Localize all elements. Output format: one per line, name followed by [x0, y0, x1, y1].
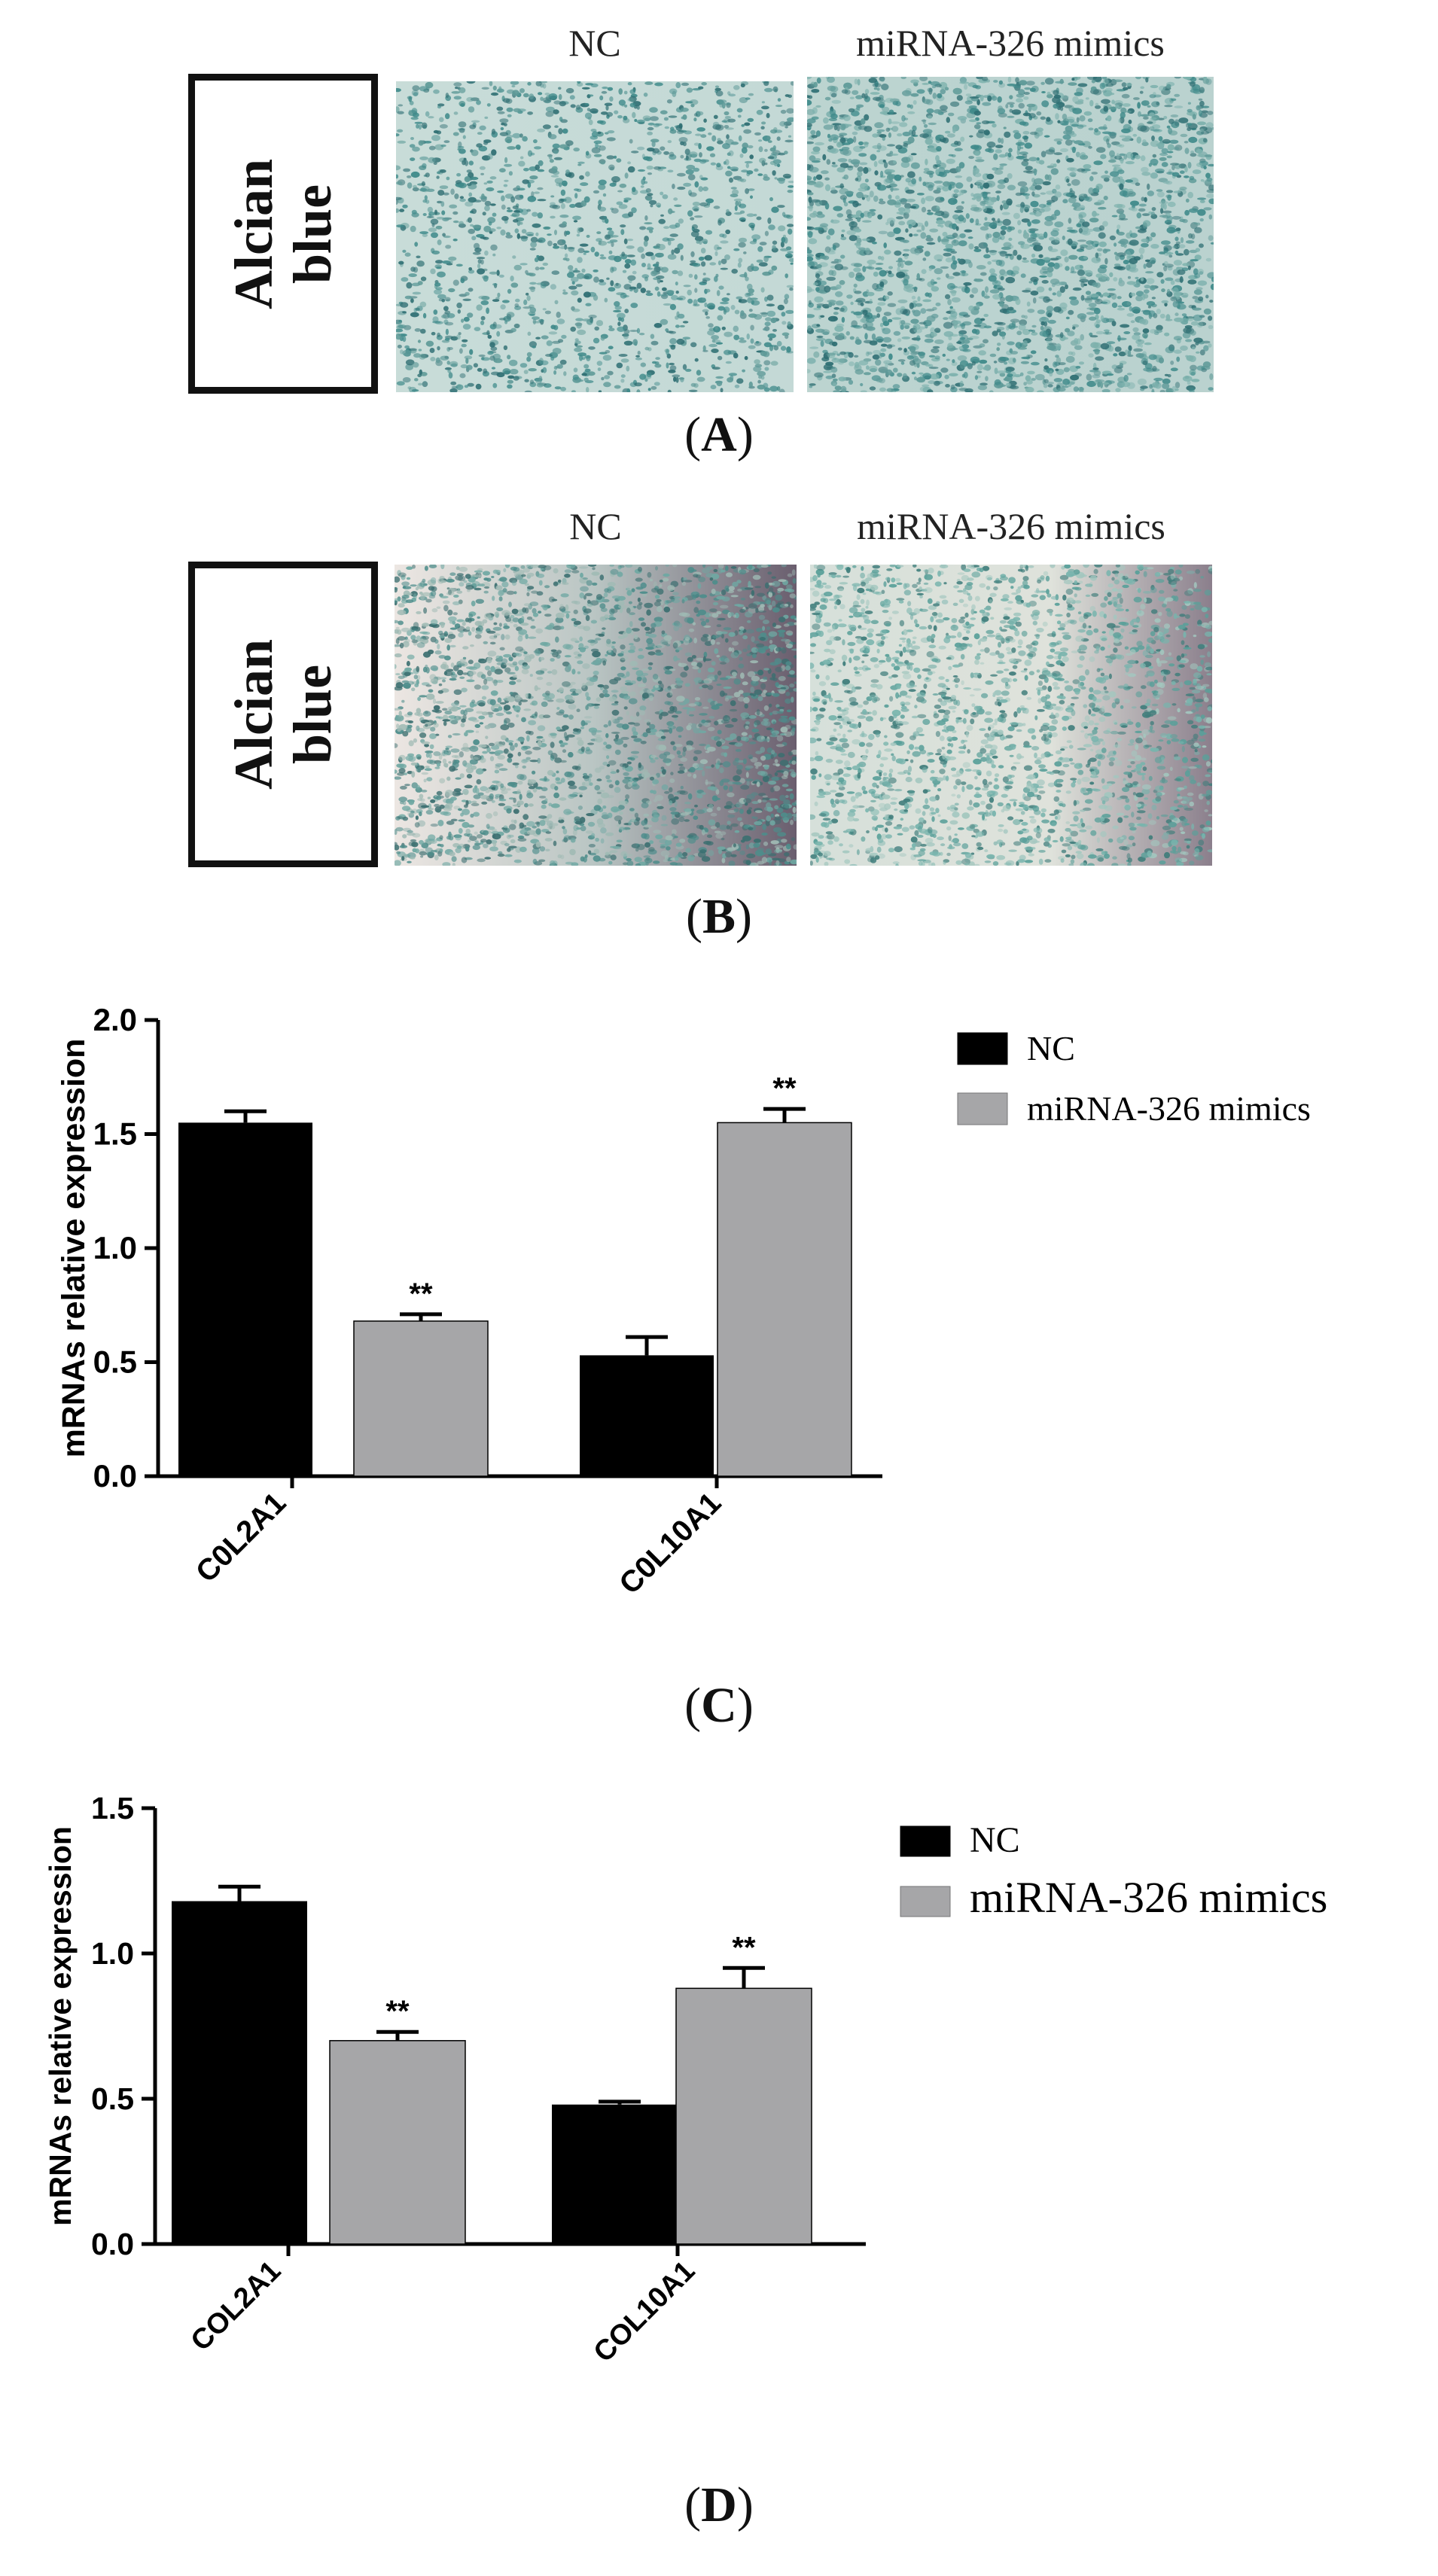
- chart-d-category-label-1: COL10A1: [588, 2255, 702, 2369]
- panel-d-chart: mRNAs relative expression 0.0 0.5 1.0 1.5 ** C…: [0, 1784, 1438, 2462]
- chart-c-legend-swatch-nc: [957, 1032, 1008, 1065]
- chart-c-bar-nc-1: [580, 1355, 714, 1476]
- panel-b-label: (B): [686, 889, 752, 944]
- chart-c-legend-label-mimics: miRNA-326 mimics: [1027, 1089, 1311, 1128]
- chart-c-y-tick-label-3: 1.5: [93, 1116, 137, 1152]
- chart-d-y-tick-label-1: 0.5: [91, 2081, 134, 2116]
- panel-b-column-nc: NC: [569, 505, 622, 547]
- chart-c-legend-label-nc: NC: [1027, 1029, 1075, 1067]
- panel-b-micrograph-mimics: [810, 565, 1212, 866]
- panel-a-label: (A): [684, 407, 754, 462]
- chart-c-category-label-1: C0L10A1: [613, 1486, 727, 1600]
- chart-d-legend-label-nc: NC: [970, 1820, 1020, 1860]
- panel-b-micrograph-nc: [395, 565, 797, 866]
- chart-c-bar-mimics-1: [717, 1122, 852, 1477]
- chart-d-y-tick-label-0: 0.0: [91, 2227, 134, 2261]
- chart-d-y-axis-label: mRNAs relative expression: [43, 1826, 78, 2226]
- chart-d-bar-nc-1: [552, 2104, 687, 2244]
- chart-c-legend-swatch-mimics: [957, 1092, 1008, 1125]
- chart-c-y-tick-label-0: 0.0: [93, 1458, 137, 1494]
- panel-a-micrograph-mimics: [807, 77, 1214, 392]
- panel-d-chart-svg: mRNAs relative expression 0.0 0.5 1.0 1.5 ** C…: [43, 1791, 1327, 2369]
- panel-c-label: (C): [684, 1678, 754, 1733]
- chart-c-y-axis-label: mRNAs relative expression: [56, 1039, 92, 1458]
- chart-c-bar-mimics-0: [353, 1320, 489, 1477]
- chart-d-legend-label-mimics: miRNA-326 mimics: [970, 1873, 1327, 1922]
- chart-d-y-tick-label-2: 1.0: [91, 1936, 134, 1971]
- chart-c-sig-1-1: **: [772, 1072, 797, 1105]
- panel-d-label: (D): [684, 2477, 754, 2532]
- panel-a-stain-label: Alcian blue: [224, 158, 343, 309]
- chart-d-bar-mimics-0: [329, 2040, 466, 2245]
- panel-a-column-nc: NC: [568, 22, 621, 64]
- chart-d-bar-nc-0: [172, 1901, 307, 2244]
- chart-d-category-label-0: COL2A1: [185, 2255, 288, 2358]
- chart-c-y-tick-label-2: 1.0: [93, 1230, 137, 1265]
- panel-c-chart: mRNAs relative expression 0.0 0.5 1.0 1.5 2.0…: [0, 979, 1438, 1686]
- chart-c-bar-nc-0: [178, 1122, 312, 1476]
- chart-d-y-tick-label-3: 1.5: [91, 1791, 134, 1825]
- chart-d-sig-1-1: **: [732, 1931, 756, 1964]
- panel-b-column-mimics: miRNA-326 mimics: [857, 505, 1165, 547]
- chart-d-sig-1-0: **: [385, 1995, 410, 2028]
- chart-d-bar-mimics-1: [675, 1987, 812, 2245]
- chart-d-legend-swatch-mimics: [900, 1886, 951, 1917]
- panel-b-stain-label: Alcian blue: [224, 638, 343, 790]
- panel-a-column-mimics: miRNA-326 mimics: [856, 22, 1165, 64]
- panel-b-stain-label-box: Alcian blue: [188, 562, 378, 867]
- chart-d-legend-swatch-nc: [900, 1825, 951, 1857]
- chart-c-y-tick-label-4: 2.0: [93, 1002, 137, 1037]
- chart-c-category-label-0: C0L2A1: [190, 1486, 292, 1588]
- panel-a-micrograph-nc: [396, 81, 794, 392]
- chart-c-y-tick-label-1: 0.5: [93, 1344, 137, 1380]
- panel-a-stain-label-box: Alcian blue: [188, 74, 378, 394]
- chart-c-sig-1-0: **: [409, 1277, 433, 1311]
